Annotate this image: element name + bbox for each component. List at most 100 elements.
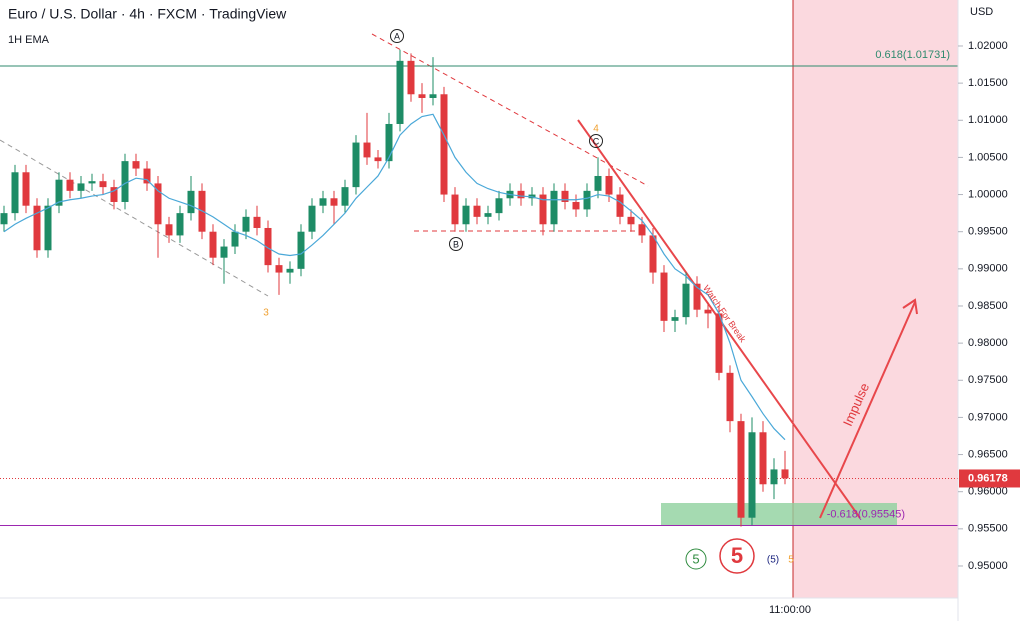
- y-tick-label: 0.98500: [968, 300, 1008, 312]
- candle-body: [77, 183, 85, 191]
- y-tick-label: 0.97500: [968, 374, 1008, 386]
- candle-body: [451, 194, 459, 225]
- candle-body: [605, 175, 613, 195]
- candle-body: [275, 265, 283, 273]
- candle-body: [704, 309, 712, 314]
- candle-body: [583, 190, 591, 210]
- support-box: [661, 503, 897, 526]
- indicator: 1H EMA: [8, 34, 50, 46]
- y-tick-label: 0.99000: [968, 263, 1008, 275]
- candle-body: [561, 190, 569, 202]
- candle-body: [220, 246, 228, 258]
- candle-body: [264, 227, 272, 266]
- arrow-head: [902, 298, 918, 315]
- candle-body: [231, 231, 239, 247]
- candle-body: [517, 190, 525, 199]
- candle-body: [759, 432, 767, 485]
- candle-body: [110, 187, 118, 202]
- candle-body: [539, 194, 547, 225]
- y-tick-label: 0.96000: [968, 486, 1008, 498]
- candle-body: [253, 216, 261, 228]
- wave-circle: [449, 237, 463, 251]
- candle-body: [55, 179, 63, 206]
- plot: [0, 49, 958, 527]
- candle-body: [187, 190, 195, 214]
- candle-body: [627, 216, 635, 225]
- y-tick-label: 0.97000: [968, 411, 1008, 423]
- candle-body: [319, 198, 327, 206]
- candle-body: [0, 213, 8, 225]
- candle-body: [616, 194, 624, 217]
- candle-body: [11, 172, 19, 214]
- channel-line: [0, 139, 269, 297]
- candle-body: [495, 198, 503, 214]
- candle-body: [88, 181, 96, 184]
- candle-body: [715, 313, 723, 373]
- candle-body: [132, 161, 140, 169]
- candle-body: [407, 60, 415, 95]
- y-tick-label: 0.95500: [968, 523, 1008, 535]
- candle-body: [330, 198, 338, 206]
- y-tick-label: 0.98000: [968, 337, 1008, 349]
- candle-body: [484, 213, 492, 217]
- candle-body: [649, 235, 657, 273]
- wave-label: 4: [593, 124, 599, 135]
- candle-body: [550, 190, 558, 225]
- candle-body: [682, 283, 690, 318]
- candle-body: [33, 205, 41, 251]
- candle-body: [638, 224, 646, 236]
- y-tick-label: 1.01500: [968, 77, 1008, 89]
- axis-unit: USD: [970, 6, 993, 18]
- candle-body: [121, 161, 129, 202]
- y-tick-label: 0.96500: [968, 448, 1008, 460]
- candle-body: [462, 205, 470, 225]
- candle-body: [737, 421, 745, 518]
- candle-body: [440, 94, 448, 195]
- wave-circle: [589, 134, 603, 148]
- trend-line: [371, 33, 649, 187]
- fib-label: -0.618(0.95545): [827, 508, 905, 520]
- candle-body: [781, 469, 789, 479]
- candle-body: [209, 231, 217, 258]
- candle-body: [660, 272, 668, 321]
- candle-body: [286, 268, 294, 273]
- candle-body: [374, 157, 382, 162]
- candle-body: [726, 372, 734, 422]
- candle-body: [165, 224, 173, 236]
- candle-body: [22, 172, 30, 206]
- y-tick-label: 1.00000: [968, 188, 1008, 200]
- candle-body: [341, 187, 349, 206]
- candle-body: [671, 317, 679, 321]
- candle-body: [385, 123, 393, 162]
- title: Euro / U.S. Dollar · 4h · FXCM · Trading…: [8, 6, 287, 22]
- candle-body: [429, 94, 437, 98]
- wave-circle: [685, 548, 707, 570]
- candle-body: [748, 432, 756, 518]
- candle-body: [352, 142, 360, 188]
- candle-body: [396, 60, 404, 124]
- candle-body: [473, 205, 481, 217]
- time-label: 11:00:00: [769, 604, 811, 616]
- wave-label: B: [453, 239, 459, 249]
- wave-label: 5: [692, 551, 699, 566]
- wave-circle: [390, 29, 404, 43]
- candle-body: [242, 216, 250, 232]
- candle-body: [143, 168, 151, 184]
- last-price-label: 0.96178: [968, 472, 1008, 484]
- wave-label: (5): [767, 555, 779, 566]
- wave-label: 3: [263, 308, 269, 319]
- y-tick-label: 0.99500: [968, 226, 1008, 238]
- y-tick-label: 1.01000: [968, 114, 1008, 126]
- wave-label: 5: [788, 555, 794, 566]
- y-tick-label: 1.00500: [968, 151, 1008, 163]
- candle-body: [99, 181, 107, 188]
- wave-label: A: [394, 31, 400, 41]
- wave-circle: [719, 538, 755, 574]
- candle-body: [308, 205, 316, 232]
- candle-body: [66, 179, 74, 191]
- last-price-box: [959, 469, 1020, 488]
- candle-body: [572, 201, 580, 210]
- candle-body: [418, 94, 426, 98]
- impulse-arrow: [819, 301, 916, 519]
